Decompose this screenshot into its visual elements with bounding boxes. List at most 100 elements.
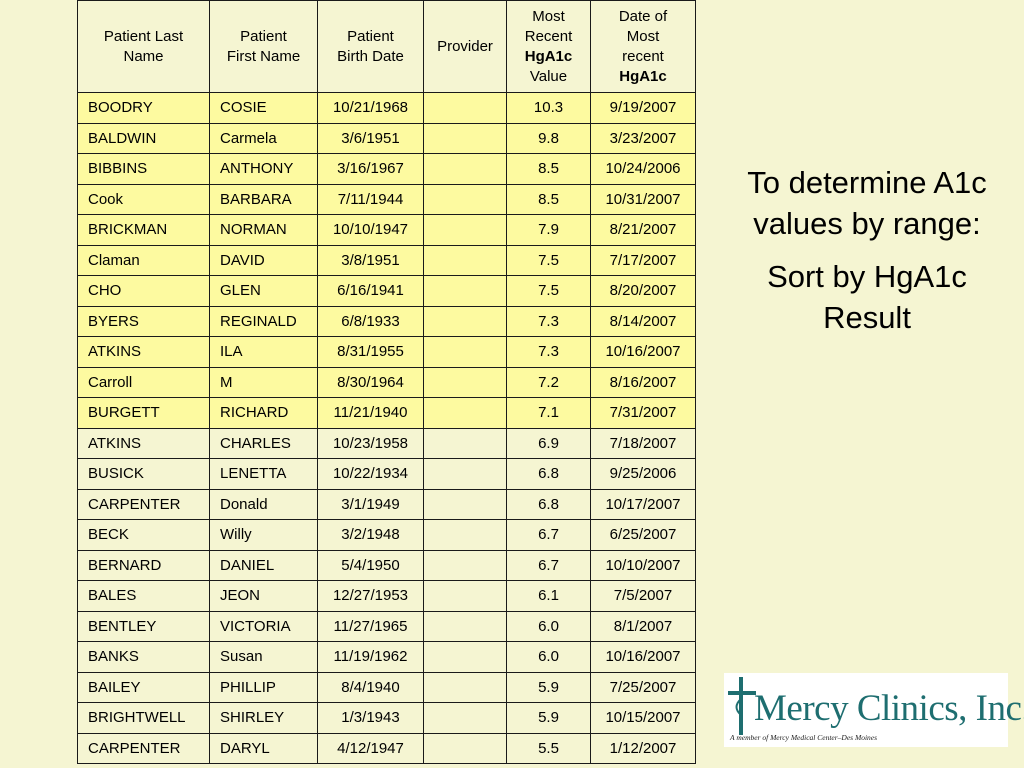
table-row[interactable]: ATKINS ILA 8/31/1955 7.3 10/16/2007 [77, 336, 696, 368]
cell-first-name: PHILLIP [209, 671, 318, 703]
header-first-name[interactable]: Patient First Name [209, 0, 318, 93]
instruction-action: Sort by HgA1c Result [767, 259, 967, 335]
table-row[interactable]: BECK Willy 3/2/1948 6.7 6/25/2007 [77, 519, 696, 551]
cell-birth-date: 8/30/1964 [317, 366, 424, 398]
cell-first-name: DANIEL [209, 549, 318, 581]
mercy-clinics-logo: Mercy Clinics, Inc. A member of Mercy Me… [724, 673, 1024, 747]
table-row[interactable]: BERNARD DANIEL 5/4/1950 6.7 10/10/2007 [77, 549, 696, 581]
table-row[interactable]: BRICKMAN NORMAN 10/10/1947 7.9 8/21/2007 [77, 214, 696, 246]
cell-first-name: ILA [209, 336, 318, 368]
cell-provider [423, 92, 507, 124]
cell-hga1c-date: 7/25/2007 [590, 671, 696, 703]
table-row[interactable]: BRIGHTWELL SHIRLEY 1/3/1943 5.9 10/15/2007 [77, 702, 696, 734]
table-row[interactable]: Cook BARBARA 7/11/1944 8.5 10/31/2007 [77, 183, 696, 215]
table-row[interactable]: BUSICK LENETTA 10/22/1934 6.8 9/25/2006 [77, 458, 696, 490]
cell-last-name: CHO [77, 275, 210, 307]
table-row[interactable]: CHO GLEN 6/16/1941 7.5 8/20/2007 [77, 275, 696, 307]
header-last-name[interactable]: Patient Last Name [77, 0, 210, 93]
cell-hga1c-date: 10/24/2006 [590, 153, 696, 185]
header-provider[interactable]: Provider [423, 0, 507, 93]
cell-provider [423, 305, 507, 337]
logo-tagline: A member of Mercy Medical Center–Des Moi… [730, 733, 878, 742]
cell-birth-date: 5/4/1950 [317, 549, 424, 581]
cell-birth-date: 6/16/1941 [317, 275, 424, 307]
cell-provider [423, 580, 507, 612]
cell-hga1c-value: 7.9 [506, 214, 591, 246]
cell-birth-date: 11/19/1962 [317, 641, 424, 673]
table-row[interactable]: BIBBINS ANTHONY 3/16/1967 8.5 10/24/2006 [77, 153, 696, 185]
cell-birth-date: 3/8/1951 [317, 244, 424, 276]
cell-last-name: BUSICK [77, 458, 210, 490]
cell-first-name: DAVID [209, 244, 318, 276]
cell-hga1c-date: 8/20/2007 [590, 275, 696, 307]
cell-last-name: BURGETT [77, 397, 210, 429]
cell-last-name: Cook [77, 183, 210, 215]
cell-last-name: BECK [77, 519, 210, 551]
cell-hga1c-value: 6.0 [506, 610, 591, 642]
cell-first-name: JEON [209, 580, 318, 612]
cell-hga1c-date: 3/23/2007 [590, 122, 696, 154]
cell-provider [423, 702, 507, 734]
cell-hga1c-date: 7/5/2007 [590, 580, 696, 612]
table-row[interactable]: CARPENTER DARYL 4/12/1947 5.5 1/12/2007 [77, 732, 696, 764]
table-row[interactable]: CARPENTER Donald 3/1/1949 6.8 10/17/2007 [77, 488, 696, 520]
table-row[interactable]: ATKINS CHARLES 10/23/1958 6.9 7/18/2007 [77, 427, 696, 459]
table-row[interactable]: BYERS REGINALD 6/8/1933 7.3 8/14/2007 [77, 305, 696, 337]
cell-first-name: M [209, 366, 318, 398]
table-row[interactable]: BALES JEON 12/27/1953 6.1 7/5/2007 [77, 580, 696, 612]
cell-first-name: BARBARA [209, 183, 318, 215]
table-row[interactable]: BAILEY PHILLIP 8/4/1940 5.9 7/25/2007 [77, 671, 696, 703]
cell-first-name: NORMAN [209, 214, 318, 246]
cell-birth-date: 4/12/1947 [317, 732, 424, 764]
cell-birth-date: 8/31/1955 [317, 336, 424, 368]
cell-birth-date: 6/8/1933 [317, 305, 424, 337]
cell-hga1c-value: 5.9 [506, 702, 591, 734]
table-row[interactable]: BENTLEY VICTORIA 11/27/1965 6.0 8/1/2007 [77, 610, 696, 642]
cell-hga1c-value: 5.9 [506, 671, 591, 703]
table-row[interactable]: Carroll M 8/30/1964 7.2 8/16/2007 [77, 366, 696, 398]
cell-first-name: Willy [209, 519, 318, 551]
cell-provider [423, 214, 507, 246]
table-row[interactable]: BALDWIN Carmela 3/6/1951 9.8 3/23/2007 [77, 122, 696, 154]
cell-provider [423, 610, 507, 642]
cell-last-name: BRICKMAN [77, 214, 210, 246]
header-hga1c-date[interactable]: Date of Most recent HgA1c [590, 0, 696, 93]
cell-provider [423, 153, 507, 185]
cell-hga1c-date: 1/12/2007 [590, 732, 696, 764]
table-row[interactable]: BOODRY COSIE 10/21/1968 10.3 9/19/2007 [77, 92, 696, 124]
cell-provider [423, 458, 507, 490]
cell-hga1c-date: 10/16/2007 [590, 641, 696, 673]
cell-birth-date: 10/10/1947 [317, 214, 424, 246]
cell-hga1c-value: 5.5 [506, 732, 591, 764]
header-hga1c-value[interactable]: Most Recent HgA1c Value [506, 0, 591, 93]
cell-provider [423, 641, 507, 673]
cell-provider [423, 336, 507, 368]
cell-first-name: Susan [209, 641, 318, 673]
cell-hga1c-date: 10/31/2007 [590, 183, 696, 215]
cell-provider [423, 732, 507, 764]
cell-hga1c-date: 8/1/2007 [590, 610, 696, 642]
cell-hga1c-date: 9/19/2007 [590, 92, 696, 124]
cell-last-name: BERNARD [77, 549, 210, 581]
cell-birth-date: 3/16/1967 [317, 153, 424, 185]
header-birth-date[interactable]: Patient Birth Date [317, 0, 424, 93]
cross-icon [728, 677, 756, 735]
cell-last-name: Carroll [77, 366, 210, 398]
cell-first-name: CHARLES [209, 427, 318, 459]
cell-last-name: CARPENTER [77, 488, 210, 520]
cell-hga1c-value: 6.8 [506, 488, 591, 520]
cell-last-name: BENTLEY [77, 610, 210, 642]
cell-birth-date: 11/27/1965 [317, 610, 424, 642]
cell-hga1c-date: 10/16/2007 [590, 336, 696, 368]
cell-birth-date: 3/1/1949 [317, 488, 424, 520]
cell-hga1c-value: 6.0 [506, 641, 591, 673]
cell-provider [423, 275, 507, 307]
cell-last-name: Claman [77, 244, 210, 276]
cell-birth-date: 10/23/1958 [317, 427, 424, 459]
cell-provider [423, 244, 507, 276]
cell-last-name: BYERS [77, 305, 210, 337]
table-row[interactable]: BURGETT RICHARD 11/21/1940 7.1 7/31/2007 [77, 397, 696, 429]
cell-last-name: BOODRY [77, 92, 210, 124]
table-row[interactable]: Claman DAVID 3/8/1951 7.5 7/17/2007 [77, 244, 696, 276]
table-row[interactable]: BANKS Susan 11/19/1962 6.0 10/16/2007 [77, 641, 696, 673]
